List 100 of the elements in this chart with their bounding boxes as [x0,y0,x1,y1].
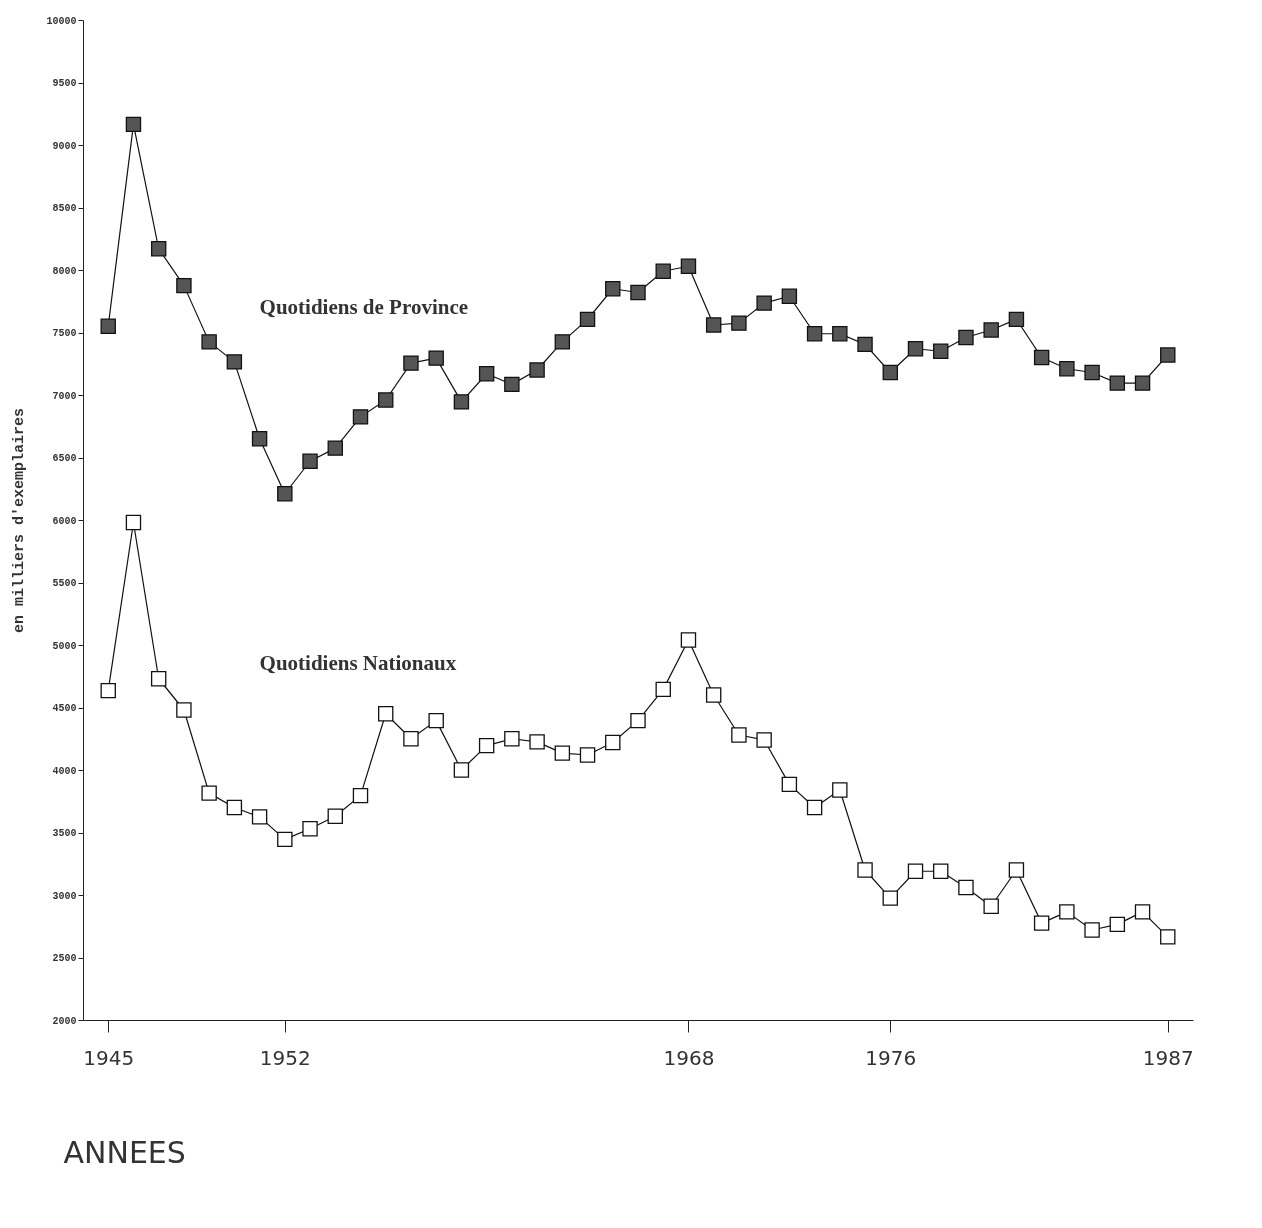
point [781,776,798,793]
y-tick-label: 4000 [52,765,77,777]
point [857,336,873,353]
point [403,731,419,747]
point [1008,862,1025,878]
point [605,281,621,297]
point [554,745,571,761]
y-tick-label: 5500 [52,578,77,589]
point [504,731,520,747]
point [832,326,848,342]
y-tick-label: 6500 [52,453,77,464]
point [1134,904,1151,920]
point [579,311,596,328]
point [125,514,142,531]
x-tick-label: 1976 [865,1045,917,1070]
x-tick-label: 1987 [1142,1045,1194,1070]
series-label: Quotidiens Nationaux [259,650,457,675]
point [933,343,949,359]
point [1033,915,1050,931]
point [428,712,444,729]
y-axis-title: en milliers d'exemplaires [11,407,29,634]
y-tick-label: 2500 [52,953,77,964]
point [226,799,243,816]
point [756,732,772,748]
y-tick-label: 7000 [52,390,77,402]
series-label: Quotidiens de Province [259,295,469,320]
point [983,322,999,338]
point [1160,347,1176,363]
point [302,821,318,837]
point [655,263,671,279]
x-axis-title: ANNEES [63,1134,186,1170]
point [1084,922,1100,938]
y-tick-label: 4500 [52,703,77,714]
point [933,863,949,879]
point [100,318,116,334]
point [327,440,343,456]
point [504,376,520,393]
point [529,734,545,750]
point [453,394,470,410]
point [554,334,571,350]
point [277,831,293,848]
y-tick-label: 8000 [52,265,77,277]
point [857,862,873,878]
point [176,277,192,294]
point [731,315,747,331]
point [302,453,318,469]
point [453,762,470,778]
point [958,879,974,896]
point [731,727,747,743]
point [201,334,217,350]
point [1059,361,1075,377]
point [352,787,369,804]
point [605,734,621,751]
point [882,890,898,906]
point [1059,904,1075,920]
point [125,116,142,133]
point [150,241,167,257]
point [958,329,974,346]
point [226,354,243,370]
point [983,898,999,914]
point [1109,375,1126,391]
point [428,350,444,366]
point [1134,375,1151,391]
point [680,632,697,648]
point [655,681,671,698]
point [1008,311,1025,328]
y-tick-label: 2000 [52,1015,77,1027]
point [251,431,268,447]
y-tick-label: 9500 [52,78,77,89]
point [579,747,596,763]
y-tick-label: 10000 [46,15,77,27]
point [100,682,116,699]
y-tick-label: 7500 [52,328,77,339]
point [403,355,419,371]
point [529,362,545,378]
point [478,737,495,754]
point [352,409,369,425]
point [806,326,823,342]
point [478,366,495,382]
point [150,671,167,687]
point [378,392,394,408]
y-tick-label: 6000 [52,515,77,527]
x-tick-label: 1952 [259,1045,311,1070]
y-tick-label: 5000 [52,640,77,652]
point [781,288,798,304]
point [1160,929,1176,945]
point [1084,364,1100,381]
point [1033,349,1050,366]
x-tick-label: 1968 [663,1045,715,1070]
y-tick-label: 8500 [52,203,77,214]
y-tick-label: 3000 [52,890,77,902]
point [201,785,217,801]
point [1109,916,1126,933]
point [327,808,343,824]
y-tick-label: 9000 [52,140,77,152]
point [705,687,722,703]
point [378,706,394,722]
point [907,863,924,879]
point [251,809,268,825]
point [907,341,924,357]
